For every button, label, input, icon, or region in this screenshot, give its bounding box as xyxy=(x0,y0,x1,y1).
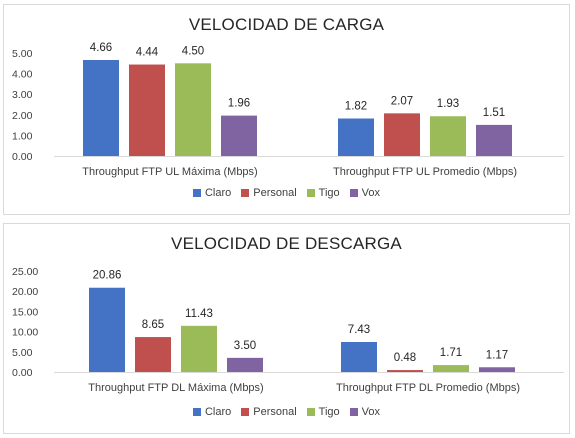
bar xyxy=(227,357,263,372)
data-label: 3.50 xyxy=(234,340,256,352)
upload-chart: VELOCIDAD DE CARGA 0.00 1.00 2.00 3.00 4.00 5… xyxy=(3,4,570,215)
legend-item: Tigo xyxy=(306,406,340,418)
legend-swatch xyxy=(349,189,358,197)
category-label: Throughput FTP UL Promedio (Mbps) xyxy=(333,166,517,178)
legend-item: Claro xyxy=(192,406,232,418)
legend-label: Personal xyxy=(253,187,297,199)
bar xyxy=(135,337,171,372)
data-label: 7.43 xyxy=(348,324,370,336)
legend-swatch xyxy=(241,408,250,416)
y-tick-label: 3.00 xyxy=(12,89,33,101)
data-label: 1.82 xyxy=(345,101,367,113)
bar xyxy=(430,116,466,156)
legend-label: Vox xyxy=(361,187,381,199)
data-label: 1.51 xyxy=(483,107,505,119)
legend-swatch xyxy=(241,189,250,197)
y-tick-label: 10.00 xyxy=(12,327,38,339)
data-label: 1.71 xyxy=(440,347,462,359)
bar xyxy=(341,341,377,372)
bar xyxy=(338,118,374,156)
legend-item: Personal xyxy=(241,187,297,199)
data-label: 2.07 xyxy=(391,95,413,107)
bar xyxy=(181,325,217,372)
chart-legend: Claro Personal Tigo Vox xyxy=(4,187,569,199)
bar xyxy=(129,64,165,156)
legend-item: Vox xyxy=(349,406,381,418)
data-label: 1.93 xyxy=(437,98,459,110)
bar xyxy=(89,287,125,372)
chart-title: VELOCIDAD DE DESCARGA xyxy=(171,234,402,253)
data-label: 4.50 xyxy=(182,45,204,57)
legend-swatch xyxy=(349,408,358,416)
y-tick-label: 25.00 xyxy=(12,266,38,278)
chart-title: VELOCIDAD DE CARGA xyxy=(188,15,385,34)
data-label: 0.48 xyxy=(394,352,416,364)
legend-label: Vox xyxy=(361,406,381,418)
bar xyxy=(384,113,420,156)
legend-item: Vox xyxy=(349,187,381,199)
bar xyxy=(387,370,423,372)
y-tick-label: 1.00 xyxy=(12,130,33,142)
legend-label: Claro xyxy=(204,406,232,418)
download-chart: VELOCIDAD DE DESCARGA 0.00 5.00 10.00 15.00… xyxy=(3,223,570,434)
bar xyxy=(83,60,119,157)
bar xyxy=(476,124,512,156)
category-label: Throughput FTP DL Máxima (Mbps) xyxy=(88,382,263,394)
bar xyxy=(479,367,515,372)
data-label: 4.66 xyxy=(90,42,112,54)
data-label: 4.44 xyxy=(136,47,159,59)
legend-item: Claro xyxy=(192,187,232,199)
legend-label: Claro xyxy=(204,187,232,199)
category-label: Throughput FTP DL Promedio (Mbps) xyxy=(336,382,520,394)
y-tick-label: 5.00 xyxy=(12,347,33,359)
legend-label: Personal xyxy=(253,406,297,418)
download-chart-plot: 0.00 5.00 10.00 15.00 20.00 25.00 20.86 8.65 11.… xyxy=(12,266,564,394)
data-label: 8.65 xyxy=(142,319,164,331)
upload-chart-plot: 0.00 1.00 2.00 3.00 4.00 5.00 4.66 4.44 4.50 1.96… xyxy=(12,42,564,178)
legend-swatch xyxy=(192,189,201,197)
y-tick-label: 4.00 xyxy=(12,69,33,81)
legend-swatch xyxy=(192,408,201,416)
legend-swatch xyxy=(306,408,315,416)
y-tick-label: 0.00 xyxy=(12,367,33,379)
bar xyxy=(433,365,469,372)
y-tick-label: 2.00 xyxy=(12,110,33,122)
chart-legend: Claro Personal Tigo Vox xyxy=(4,406,569,418)
legend-item: Personal xyxy=(241,406,297,418)
legend-label: Tigo xyxy=(318,406,340,418)
bar xyxy=(175,63,211,156)
legend-swatch xyxy=(306,189,315,197)
legend-label: Tigo xyxy=(318,187,340,199)
category-label: Throughput FTP UL Máxima (Mbps) xyxy=(82,166,257,178)
y-tick-label: 20.00 xyxy=(12,286,38,298)
y-tick-label: 15.00 xyxy=(12,306,38,318)
y-tick-label: 0.00 xyxy=(12,151,33,163)
data-label: 20.86 xyxy=(93,270,122,282)
data-label: 1.96 xyxy=(228,98,250,110)
y-tick-label: 5.00 xyxy=(12,48,33,60)
data-label: 1.17 xyxy=(486,349,508,361)
bar xyxy=(221,115,257,156)
data-label: 11.43 xyxy=(185,308,213,320)
legend-item: Tigo xyxy=(306,187,340,199)
